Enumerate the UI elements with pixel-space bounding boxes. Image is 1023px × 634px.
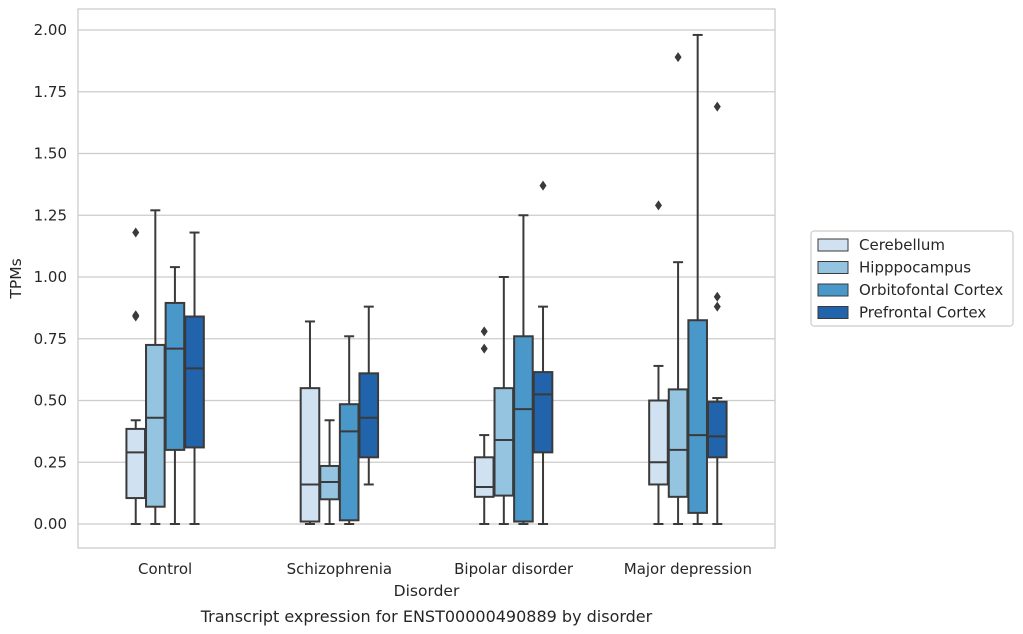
legend-swatch xyxy=(817,306,849,319)
box xyxy=(648,399,669,486)
box xyxy=(687,319,708,514)
outlier-marker xyxy=(713,101,721,112)
outlier-marker xyxy=(132,227,140,238)
box xyxy=(667,388,689,498)
legend-label: Orbitofontal Cortex xyxy=(859,281,1003,299)
box xyxy=(125,427,147,500)
legend: Cerebellum Hipppocampus Orbitofontal Corte… xyxy=(810,230,1014,327)
box xyxy=(184,315,205,449)
series-prefrontal-cortex xyxy=(184,101,728,525)
y-tick-label: 1.50 xyxy=(34,145,67,163)
box xyxy=(473,456,495,498)
legend-swatch xyxy=(817,283,849,297)
y-tick-label: 0.75 xyxy=(34,330,67,348)
outlier-marker xyxy=(132,310,140,321)
y-axis-label: TPMs xyxy=(7,258,25,299)
series-cerebellum xyxy=(125,200,669,525)
outlier-marker xyxy=(654,200,662,211)
y-tick-label: 2.00 xyxy=(34,21,67,39)
legend-label: Prefrontal Cortex xyxy=(859,304,986,322)
series-hipppocampus xyxy=(145,52,689,525)
y-tick-label: 1.00 xyxy=(34,268,67,286)
x-tick-label: Control xyxy=(138,560,192,578)
x-tick-label: Bipolar disorder xyxy=(454,560,574,578)
x-axis-ticks: Control Schizophrenia Bipolar disorder Majo… xyxy=(138,560,752,578)
box xyxy=(706,400,728,459)
y-tick-label: 0.50 xyxy=(34,392,67,410)
box xyxy=(532,371,554,454)
legend-swatch xyxy=(817,261,849,274)
legend-swatch xyxy=(817,238,849,252)
box xyxy=(513,335,534,523)
y-tick-label: 1.25 xyxy=(34,206,67,224)
box xyxy=(145,343,166,508)
outlier-marker xyxy=(480,343,488,354)
legend-label: Cerebellum xyxy=(859,236,945,254)
box-series xyxy=(125,33,728,525)
box xyxy=(338,403,360,522)
x-tick-label: Schizophrenia xyxy=(287,560,392,578)
box xyxy=(299,387,321,523)
y-tick-label: 0.00 xyxy=(34,515,67,533)
outlier-marker xyxy=(674,52,682,63)
series-orbitofontal-cortex xyxy=(164,33,708,525)
x-tick-label: Major depression xyxy=(624,560,752,578)
legend-label: Hipppocampus xyxy=(859,259,971,277)
box xyxy=(493,387,515,497)
outlier-marker xyxy=(713,291,721,302)
chart-caption: Transcript expression for ENST0000049088… xyxy=(200,607,653,626)
plot-area xyxy=(77,8,776,549)
box xyxy=(164,301,186,451)
x-axis-label: Disorder xyxy=(394,582,460,600)
legend-frame xyxy=(810,230,1014,327)
outlier-marker xyxy=(480,326,488,337)
box xyxy=(358,372,380,459)
outlier-marker xyxy=(539,180,547,191)
y-axis-ticks: 0.00 0.25 0.50 0.75 1.00 1.25 1.50 1.75 2.00 xyxy=(34,21,67,533)
y-tick-label: 1.75 xyxy=(34,83,67,101)
y-tick-label: 0.25 xyxy=(34,453,67,471)
outlier-marker xyxy=(713,301,721,312)
